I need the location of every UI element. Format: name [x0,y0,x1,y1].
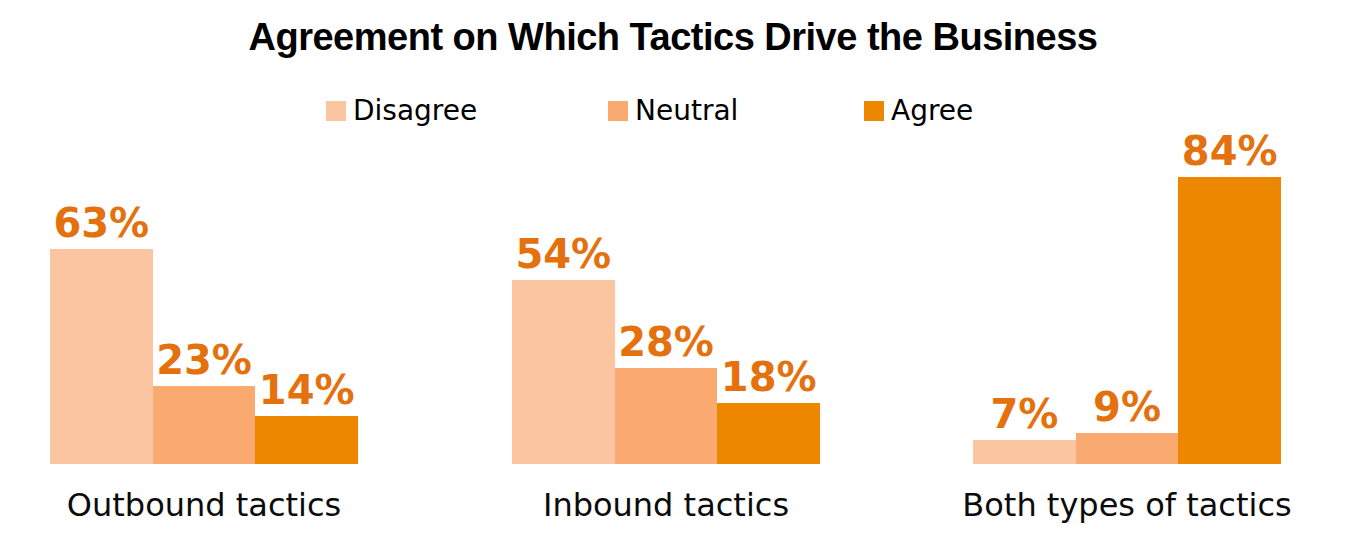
bar-value-label: 63% [53,203,149,243]
bar-group: 7%9%84%Both types of tactics [973,0,1281,550]
bar-agree [717,403,820,464]
bar-value-label: 84% [1182,131,1278,171]
chart-canvas: Agreement on Which Tactics Drive the Bus… [0,0,1346,550]
bar-value-label: 7% [990,394,1058,434]
bar-cluster: 7% 9% 84% [973,131,1281,464]
bar-agree [255,416,358,464]
bar-group: 54%28%18%Inbound tactics [512,0,820,550]
bar-neutral [153,386,256,464]
bar-cell: 28% [615,322,718,464]
plot-area: 63% 23%14% Outbound tactics 54% 28%18% Inboun… [0,0,1346,550]
bar-cell: 23% [153,340,256,464]
bar-value-label: 23% [156,340,252,380]
bar-agree [1178,177,1281,464]
bar-value-label: 14% [259,370,355,410]
bar-neutral [1076,433,1179,464]
bar-cell: 54% [512,234,615,464]
category-label: Inbound tactics [492,486,840,524]
bar-cell: 63% [50,203,153,464]
bar-group: 63%23%14%Outbound tactics [50,0,358,550]
bar-disagree [512,280,615,464]
bar-cell: 84% [1178,131,1281,464]
category-label: Outbound tactics [30,486,378,524]
bar-disagree [50,249,153,464]
bar-value-label: 28% [618,322,714,362]
bar-value-label: 18% [721,357,817,397]
bar-cell: 18% [717,357,820,464]
bar-neutral [615,368,718,464]
bar-cluster: 54% 28%18% [512,234,820,464]
bar-value-label: 9% [1093,387,1161,427]
bar-cell: 9% [1076,387,1179,464]
bar-value-label: 54% [515,234,611,274]
bar-cell: 7% [973,394,1076,464]
bar-cluster: 63% 23%14% [50,203,358,464]
bar-disagree [973,440,1076,464]
bar-cell: 14% [255,370,358,464]
category-label: Both types of tactics [953,486,1301,524]
